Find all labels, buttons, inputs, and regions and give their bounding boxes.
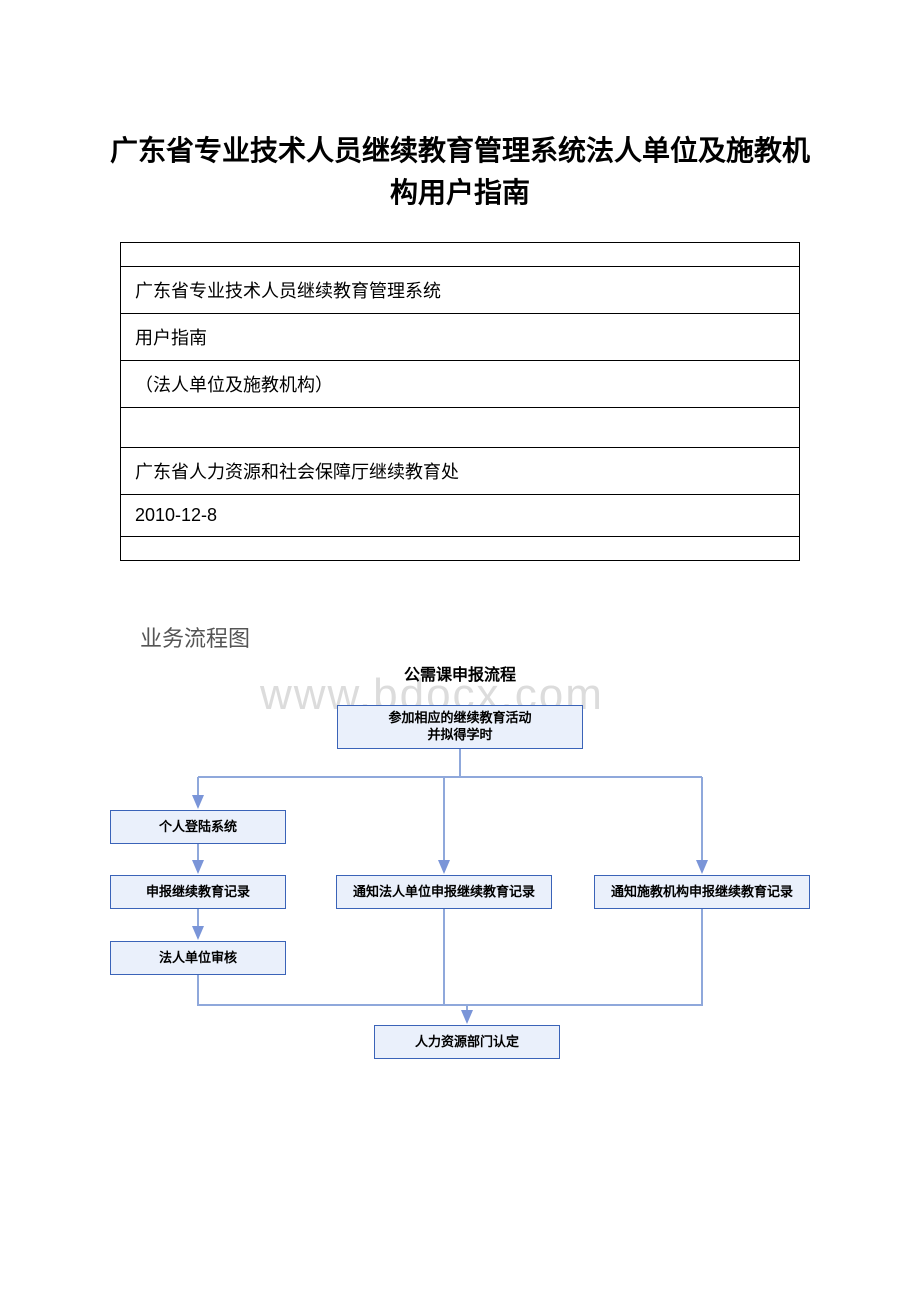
table-row: 2010-12-8 <box>121 495 800 537</box>
flowchart-title: 公需课申报流程 <box>0 661 920 685</box>
table-row <box>121 408 800 448</box>
flow-node-d: 通知法人单位申报继续教育记录 <box>336 875 552 909</box>
flow-node-a: 参加相应的继续教育活动并拟得学时 <box>337 705 583 749</box>
flow-node-g: 人力资源部门认定 <box>374 1025 560 1059</box>
page-title: 广东省专业技术人员继续教育管理系统法人单位及施教机构用户指南 <box>0 0 920 234</box>
table-row: 广东省人力资源和社会保障厅继续教育处 <box>121 448 800 495</box>
table-spacer <box>121 537 800 561</box>
info-table: 广东省专业技术人员继续教育管理系统 用户指南 （法人单位及施教机构） 广东省人力… <box>120 242 800 561</box>
flow-node-b: 个人登陆系统 <box>110 810 286 844</box>
table-spacer <box>121 243 800 267</box>
flow-node-c: 申报继续教育记录 <box>110 875 286 909</box>
table-row: （法人单位及施教机构） <box>121 361 800 408</box>
table-row: 用户指南 <box>121 314 800 361</box>
flow-node-e: 通知施教机构申报继续教育记录 <box>594 875 810 909</box>
section-heading: 业务流程图 <box>0 561 920 653</box>
flowchart: 参加相应的继续教育活动并拟得学时个人登陆系统申报继续教育记录 通知法人单位申报继续… <box>110 705 810 1085</box>
table-row: 广东省专业技术人员继续教育管理系统 <box>121 267 800 314</box>
flow-node-f: 法人单位审核 <box>110 941 286 975</box>
